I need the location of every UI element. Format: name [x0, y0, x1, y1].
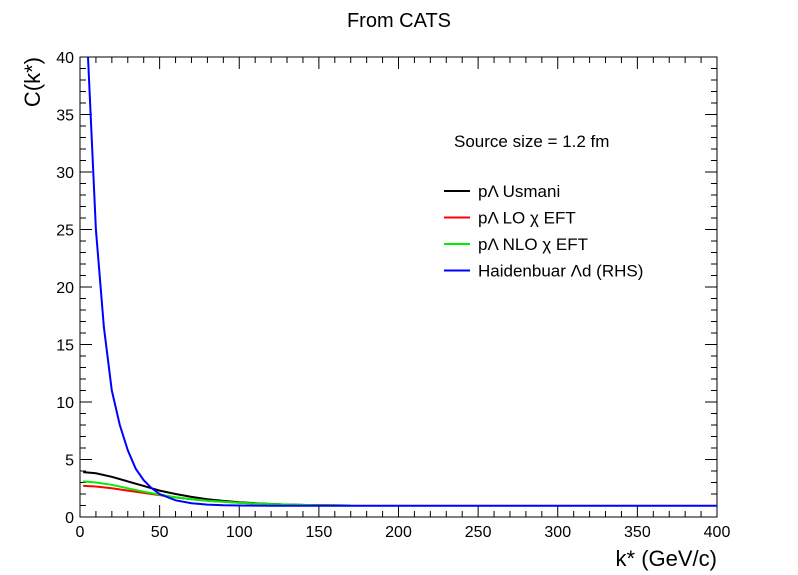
x-tick-label: 250 [465, 524, 492, 541]
x-tick-label: 300 [544, 524, 571, 541]
y-tick-label: 10 [56, 395, 74, 412]
y-axis-label: C(k*) [20, 57, 45, 107]
y-tick-label: 40 [56, 50, 74, 67]
x-tick-label: 400 [704, 524, 731, 541]
legend-label: pΛ Usmani [478, 182, 560, 201]
y-tick-label: 25 [56, 223, 74, 240]
y-tick-label: 30 [56, 165, 74, 182]
legend-label: pΛ NLO χ EFT [478, 235, 588, 254]
x-tick-label: 50 [151, 524, 169, 541]
series-lines [83, 56, 717, 507]
source-size-annotation: Source size = 1.2 fm [454, 132, 609, 151]
legend-label: pΛ LO χ EFT [478, 209, 576, 228]
y-tick-label: 0 [65, 510, 74, 527]
x-tick-labels: 0 50 100 150 200 250 300 350 400 [76, 524, 731, 541]
x-axis-label: k* (GeV/c) [616, 546, 717, 571]
x-tick-label: 200 [385, 524, 412, 541]
x-tick-label: 150 [306, 524, 333, 541]
x-tick-label: 100 [226, 524, 253, 541]
legend-label: Haidenbuar Λd (RHS) [478, 262, 643, 281]
axis-ticks [79, 56, 718, 518]
series-line-2 [83, 480, 351, 507]
y-tick-label: 35 [56, 108, 74, 125]
series-line-1 [83, 484, 351, 507]
y-tick-label: 20 [56, 280, 74, 297]
chart-title: From CATS [347, 10, 451, 32]
series-line-3 [87, 56, 717, 507]
x-tick-label: 0 [76, 524, 85, 541]
y-tick-label: 5 [65, 453, 74, 470]
plot-frame [79, 56, 718, 518]
y-tick-label: 15 [56, 338, 74, 355]
legend: pΛ Usmani pΛ LO χ EFT pΛ NLO χ EFT Haidenbu… [444, 182, 643, 281]
x-tick-label: 350 [624, 524, 651, 541]
y-tick-labels: 0 5 10 15 20 25 30 35 40 [56, 50, 74, 527]
